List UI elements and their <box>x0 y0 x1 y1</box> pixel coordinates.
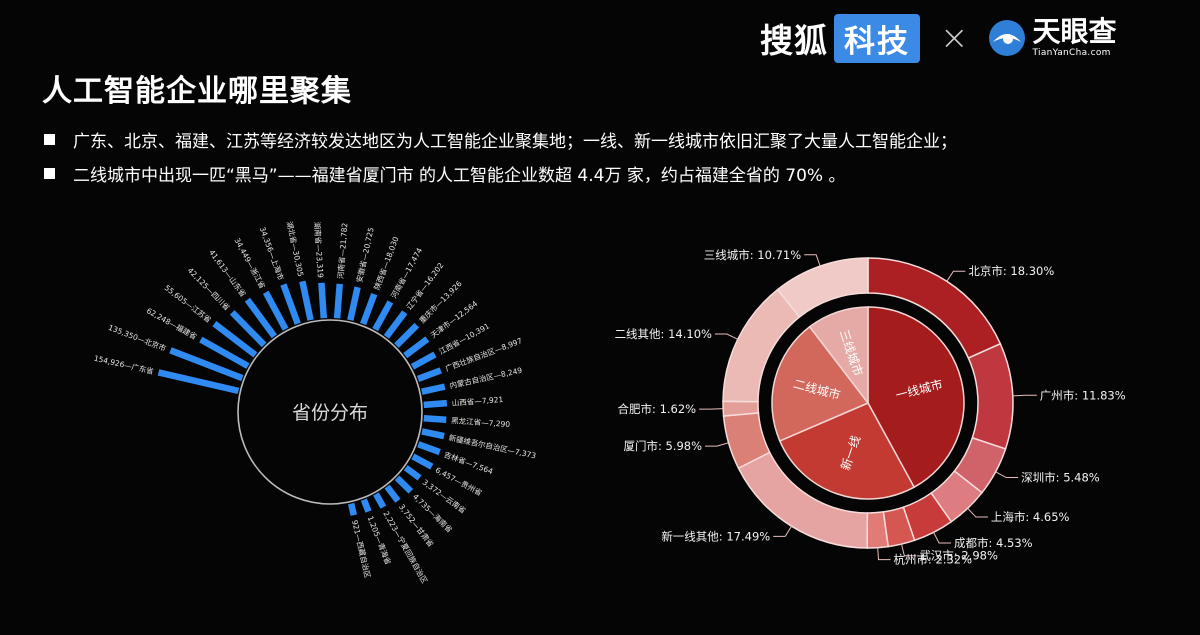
radial-bar-label: 黑龙江省—7,290 <box>451 415 511 429</box>
sunburst-leader-line <box>901 543 917 557</box>
radial-bar <box>411 453 434 470</box>
radial-bar <box>333 283 343 319</box>
radial-bar <box>157 369 240 395</box>
radial-bar <box>318 282 328 319</box>
radial-bar <box>403 336 430 359</box>
radial-bar <box>416 367 442 382</box>
keji-badge: 科技 <box>834 13 920 63</box>
radial-bar <box>299 280 314 321</box>
sunburst-outer-slice <box>776 257 869 319</box>
tianyancha-name: 天眼查 <box>1032 15 1117 48</box>
radial-bar <box>373 492 387 509</box>
sunburst-leader-line <box>705 442 729 447</box>
sunburst-leader-line <box>714 333 738 340</box>
bullet-square-icon <box>44 133 55 145</box>
bullet-text: 二线城市中出现一匹“黑马”——福建省厦门市 的人工智能企业数超 4.4万 家，约… <box>73 165 846 186</box>
sunburst-leader-line <box>967 507 988 518</box>
tianyancha-logo: 天眼查 TianYanCha.com <box>987 18 1117 58</box>
cross-separator: × <box>940 18 969 58</box>
radial-bar-label: 山西省—7,921 <box>451 394 503 408</box>
radial-bar-label: 34,356—上海市 <box>258 225 287 282</box>
bullet-list: 广东、北京、福建、江苏等经济较发达地区为人工智能企业聚集地；一线、新一线城市依旧… <box>44 122 957 190</box>
sunburst-outer-label: 新一线其他: 17.49% <box>661 529 770 543</box>
sunburst-leader-line <box>877 547 891 561</box>
sunburst-outer-label: 广州市: 11.83% <box>1040 388 1126 402</box>
tianyancha-url: TianYanCha.com <box>1032 48 1111 58</box>
sunburst-leader-line <box>804 254 821 267</box>
radial-bar-label: 2,223—宁夏回族自治区 <box>381 509 430 585</box>
radial-bar <box>262 290 289 331</box>
sunburst-outer-label: 北京市: 18.30% <box>968 264 1054 278</box>
sunburst-outer-label: 合肥市: 1.62% <box>618 402 697 416</box>
sunburst-outer-label: 杭州市: 2.32% <box>893 553 972 567</box>
radial-bar <box>199 336 250 369</box>
sunburst-outer-label: 厦门市: 5.98% <box>623 439 702 453</box>
radial-bar <box>169 347 244 382</box>
radial-bar <box>244 297 277 339</box>
radial-bar <box>212 321 258 358</box>
sunburst-inner-slice <box>808 306 869 406</box>
radial-bar <box>229 310 267 348</box>
sunburst-outer-label: 上海市: 4.65% <box>991 510 1070 524</box>
sunburst-leader-line <box>995 471 1019 479</box>
radial-bar <box>394 322 420 348</box>
radial-bar <box>417 441 441 456</box>
radial-center-circle <box>237 319 423 505</box>
radial-bar <box>394 475 414 494</box>
radial-bar <box>421 428 445 440</box>
radial-bar-label: 湖北省—30,305 <box>285 220 306 277</box>
radial-center-label: 省份分布 <box>292 402 368 424</box>
radial-bar <box>280 283 301 325</box>
radial-bar-label: 154,926—广东省 <box>93 353 155 377</box>
sunburst-outer-slice <box>722 400 760 417</box>
sunburst-leader-line <box>1012 394 1037 397</box>
sunburst-leader-line <box>946 270 966 282</box>
sunburst-leader-line <box>933 532 952 544</box>
sohu-logo-text: 搜狐 <box>760 21 828 60</box>
bullet-item: 广东、北京、福建、江苏等经济较发达地区为人工智能企业聚集地；一线、新一线城市依旧… <box>44 122 957 156</box>
radial-bar <box>360 498 372 513</box>
bullet-item: 二线城市中出现一匹“黑马”——福建省厦门市 的人工智能企业数超 4.4万 家，约… <box>44 156 957 190</box>
radial-bar-label: 安徽省—20,725 <box>354 226 376 283</box>
radial-bar <box>383 310 408 339</box>
radial-bar <box>347 286 361 321</box>
radial-bar <box>372 300 394 332</box>
sunburst-inner-slice <box>867 306 965 489</box>
bullet-text: 广东、北京、福建、江苏等经济较发达地区为人工智能企业聚集地；一线、新一线城市依旧… <box>73 131 957 152</box>
radial-bar <box>384 484 401 503</box>
logo-area: 搜狐 科技 × 天眼查 TianYanCha.com <box>760 13 1117 63</box>
sunburst-outer-label: 深圳市: 5.48% <box>1021 471 1100 485</box>
radial-bar <box>410 351 437 370</box>
sunburst-outer-label: 成都市: 4.53% <box>954 536 1033 550</box>
radial-bar-label: 河南省—21,782 <box>335 222 349 279</box>
radial-bar <box>421 383 446 395</box>
radial-bar <box>347 502 357 516</box>
sunburst-outer-label: 二线其他: 14.10% <box>615 327 712 341</box>
bullet-square-icon <box>44 167 55 179</box>
radial-bar <box>360 292 378 326</box>
sunburst-outer-slice <box>967 342 1014 450</box>
radial-bar <box>423 399 448 409</box>
sunburst-inner-slice <box>771 325 870 442</box>
radial-bar-label: 135,350—北京市 <box>107 322 168 354</box>
radial-bar-label: 湖南省—23,319 <box>312 221 326 278</box>
sunburst-outer-label: 武汉市: 2.98% <box>919 549 998 563</box>
page-title: 人工智能企业哪里聚集 <box>42 74 352 109</box>
radial-bar <box>403 465 422 481</box>
tianyancha-eye-icon <box>988 20 1025 56</box>
radial-bar <box>423 414 447 423</box>
sunburst-leader-line <box>773 525 792 537</box>
sunburst-outer-label: 三线城市: 10.71% <box>704 248 801 262</box>
